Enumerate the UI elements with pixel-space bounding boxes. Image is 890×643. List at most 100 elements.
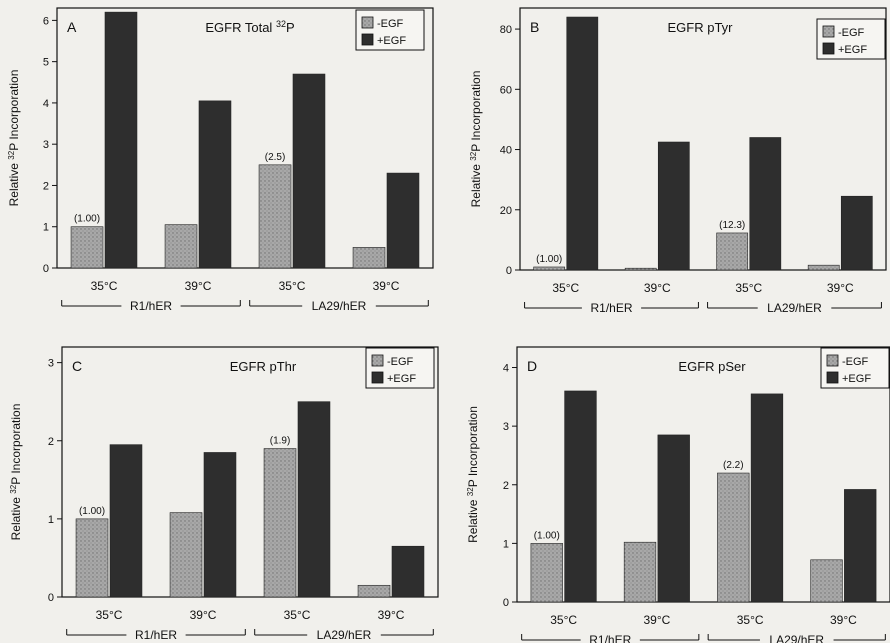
panel-letter: A xyxy=(67,19,77,35)
group-bracket: R1/hER xyxy=(66,628,246,642)
x-tick-label: 39°C xyxy=(378,608,405,622)
y-tick-label: 0 xyxy=(48,592,54,604)
bar-plus-egf xyxy=(657,141,690,271)
group-bracket: LA29/hER xyxy=(249,299,429,313)
y-tick-label: 3 xyxy=(48,358,54,370)
data-label: (2.5) xyxy=(265,152,286,163)
plot-frame xyxy=(61,346,439,598)
data-label: (1.00) xyxy=(74,214,100,225)
plot-frame xyxy=(56,7,434,269)
x-tick-label: 35°C xyxy=(284,608,311,622)
bar-plus-egf xyxy=(104,11,138,269)
data-label: (1.00) xyxy=(79,506,105,517)
bar-minus-egf xyxy=(263,448,297,598)
y-tick-label: 40 xyxy=(500,145,512,157)
chart-title: EGFR pSer xyxy=(678,359,746,374)
chart-panel-d: 0 1 2 3 4 Relative 32P Incorporation D EGFR pSe… xyxy=(466,346,890,643)
y-tick-label: 5 xyxy=(43,57,49,69)
legend-label: +EGF xyxy=(387,373,416,385)
bar-minus-egf xyxy=(623,541,657,603)
legend-label: -EGF xyxy=(842,356,869,368)
plot-frame xyxy=(516,346,890,603)
bar-plus-egf xyxy=(750,393,784,603)
group-bracket: R1/hER xyxy=(61,299,241,313)
legend-swatch xyxy=(822,42,835,55)
y-tick-label: 2 xyxy=(43,180,49,192)
x-tick-label: 35°C xyxy=(91,279,118,293)
group-bracket: LA29/hER xyxy=(707,301,882,315)
y-tick-label: 6 xyxy=(43,15,49,27)
legend-swatch xyxy=(822,25,835,38)
bar-plus-egf xyxy=(203,452,237,598)
x-tick-label: 39°C xyxy=(644,281,671,295)
legend: -EGF +EGF xyxy=(816,18,886,60)
panel-letter: D xyxy=(527,358,537,374)
bar-minus-egf xyxy=(352,247,386,269)
bar-minus-egf xyxy=(70,226,104,269)
y-tick-label: 4 xyxy=(503,363,509,375)
chart-title: EGFR pTyr xyxy=(667,20,733,35)
bar-plus-egf xyxy=(749,137,782,271)
group-bracket: LA29/hER xyxy=(707,633,886,643)
y-axis-label: Relative 32P Incorporation xyxy=(466,406,481,543)
legend-swatch xyxy=(361,33,374,46)
legend-swatch xyxy=(826,354,839,367)
y-tick-label: 2 xyxy=(48,436,54,448)
y-tick-label: 1 xyxy=(48,514,54,526)
legend-swatch xyxy=(371,354,384,367)
legend: -EGF +EGF xyxy=(820,347,890,389)
bars xyxy=(75,401,425,598)
legend-swatch xyxy=(371,371,384,384)
x-tick-label: 35°C xyxy=(279,279,306,293)
panel-letter: C xyxy=(72,358,82,374)
y-tick-label: 0 xyxy=(503,597,509,609)
bar-plus-egf xyxy=(840,195,873,271)
bar-minus-egf xyxy=(530,543,563,603)
data-label: (12.3) xyxy=(719,220,745,231)
y-tick-label: 20 xyxy=(500,205,512,217)
bar-plus-egf xyxy=(198,100,232,269)
x-tick-label: 39°C xyxy=(190,608,217,622)
bars xyxy=(533,16,873,271)
bar-minus-egf xyxy=(169,512,203,598)
chart-panel-a: 0 1 2 3 4 5 6 Relative 32P Incorporation A EGFR T… xyxy=(7,7,434,313)
bar-minus-egf xyxy=(807,264,840,271)
group-bracket: LA29/hER xyxy=(254,628,434,642)
bars xyxy=(70,11,420,269)
y-tick-label: 0 xyxy=(506,265,512,277)
group-label: LA29/hER xyxy=(312,299,367,313)
y-axis-label: Relative 32P Incorporation xyxy=(469,71,484,208)
group-label: R1/hER xyxy=(590,301,632,315)
legend: -EGF +EGF xyxy=(355,9,425,51)
bar-minus-egf xyxy=(810,559,843,603)
x-tick-label: 35°C xyxy=(550,613,577,627)
bar-plus-egf xyxy=(297,401,331,598)
bar-minus-egf xyxy=(533,266,566,271)
x-tick-label: 39°C xyxy=(827,281,854,295)
y-tick-label: 2 xyxy=(503,480,509,492)
x-tick-label: 39°C xyxy=(830,613,857,627)
chart-panel-c: 0 1 2 3 Relative 32P Incorporation C EGFR pThr… xyxy=(9,346,439,642)
group-label: R1/hER xyxy=(130,299,172,313)
x-tick-label: 35°C xyxy=(737,613,764,627)
y-tick-label: 3 xyxy=(43,139,49,151)
bar-minus-egf xyxy=(624,267,657,271)
chart-panel-b: 0 20 40 60 80 Relative 32P Incorporation B EGFR… xyxy=(469,7,887,315)
bars xyxy=(530,390,877,603)
legend-swatch xyxy=(826,371,839,384)
legend-swatch xyxy=(361,16,374,29)
y-tick-label: 80 xyxy=(500,24,512,36)
legend: -EGF +EGF xyxy=(365,347,435,389)
y-tick-label: 0 xyxy=(43,263,49,275)
x-tick-label: 35°C xyxy=(735,281,762,295)
legend-label: +EGF xyxy=(838,44,867,56)
legend-label: +EGF xyxy=(842,373,871,385)
x-tick-label: 35°C xyxy=(552,281,579,295)
y-axis-label: Relative 32P Incorporation xyxy=(7,70,22,207)
x-tick-label: 39°C xyxy=(643,613,670,627)
group-label: R1/hER xyxy=(135,628,177,642)
bar-plus-egf xyxy=(657,434,690,603)
y-tick-label: 3 xyxy=(503,421,509,433)
chart-title: EGFR pThr xyxy=(230,359,297,374)
